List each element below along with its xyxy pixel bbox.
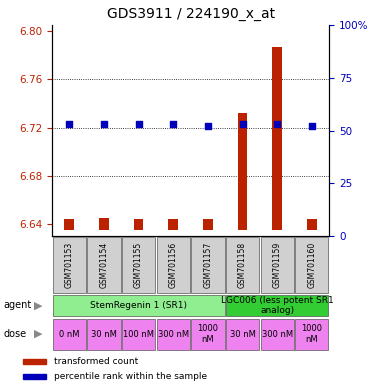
- Text: percentile rank within the sample: percentile rank within the sample: [54, 372, 207, 381]
- Text: ▶: ▶: [34, 300, 42, 310]
- Bar: [122, 237, 155, 293]
- Bar: [53, 237, 86, 293]
- Text: GSM701156: GSM701156: [169, 242, 178, 288]
- Point: [205, 123, 211, 129]
- Bar: [261, 237, 294, 293]
- Point: [101, 121, 107, 127]
- Bar: [23, 374, 46, 379]
- Text: 30 nM: 30 nM: [229, 329, 256, 339]
- Text: GSM701154: GSM701154: [99, 242, 109, 288]
- Point: [170, 121, 176, 127]
- Text: GSM701153: GSM701153: [65, 242, 74, 288]
- Bar: [168, 219, 178, 230]
- Text: GSM701160: GSM701160: [307, 242, 316, 288]
- Text: 100 nM: 100 nM: [123, 329, 154, 339]
- Text: 300 nM: 300 nM: [158, 329, 189, 339]
- Point: [66, 121, 72, 127]
- Bar: [53, 295, 224, 316]
- Text: StemRegenin 1 (SR1): StemRegenin 1 (SR1): [90, 301, 187, 310]
- Text: LGC006 (less potent SR1
analog): LGC006 (less potent SR1 analog): [221, 296, 333, 315]
- Bar: [191, 237, 224, 293]
- Text: 1000
nM: 1000 nM: [301, 324, 322, 344]
- Text: GSM701158: GSM701158: [238, 242, 247, 288]
- Point: [136, 121, 142, 127]
- Bar: [226, 319, 259, 349]
- Bar: [64, 219, 74, 230]
- Text: 0 nM: 0 nM: [59, 329, 80, 339]
- Point: [239, 121, 246, 127]
- Bar: [191, 319, 224, 349]
- Bar: [295, 319, 328, 349]
- Bar: [87, 237, 121, 293]
- Text: 1000
nM: 1000 nM: [198, 324, 218, 344]
- Bar: [203, 219, 213, 230]
- Bar: [226, 295, 328, 316]
- Text: transformed count: transformed count: [54, 357, 138, 366]
- Text: agent: agent: [4, 300, 32, 310]
- Bar: [122, 319, 155, 349]
- Bar: [261, 319, 294, 349]
- Bar: [23, 359, 46, 364]
- Bar: [226, 237, 259, 293]
- Text: dose: dose: [4, 329, 27, 339]
- Point: [309, 123, 315, 129]
- Bar: [53, 319, 86, 349]
- Text: GSM701159: GSM701159: [273, 242, 282, 288]
- Text: ▶: ▶: [34, 329, 42, 339]
- Text: GSM701157: GSM701157: [203, 242, 213, 288]
- Bar: [307, 219, 317, 230]
- Title: GDS3911 / 224190_x_at: GDS3911 / 224190_x_at: [107, 7, 275, 21]
- Text: 300 nM: 300 nM: [262, 329, 293, 339]
- Bar: [157, 237, 190, 293]
- Bar: [238, 113, 248, 230]
- Bar: [87, 319, 121, 349]
- Text: 30 nM: 30 nM: [91, 329, 117, 339]
- Bar: [157, 319, 190, 349]
- Text: GSM701155: GSM701155: [134, 242, 143, 288]
- Bar: [295, 237, 328, 293]
- Point: [274, 121, 280, 127]
- Bar: [272, 47, 282, 230]
- Bar: [99, 218, 109, 230]
- Bar: [134, 219, 144, 230]
